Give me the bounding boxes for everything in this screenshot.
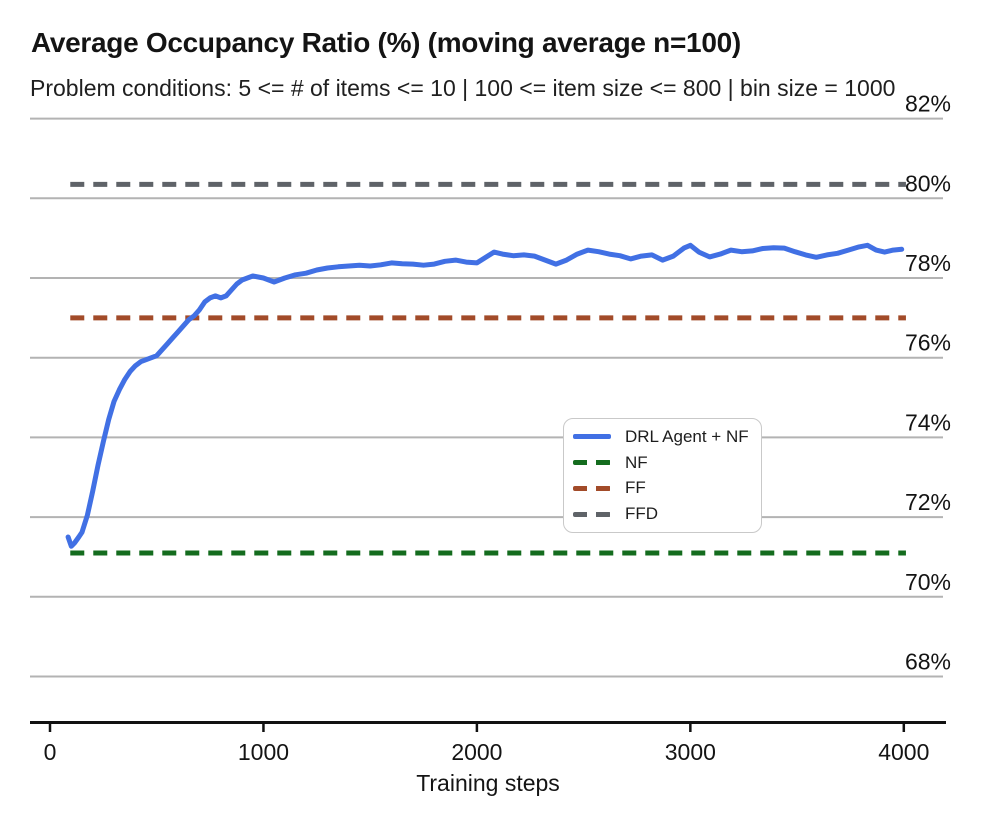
x-tick-label: 1000 — [238, 739, 289, 765]
y-tick-label: 80% — [905, 170, 951, 196]
chart-subtitle: Problem conditions: 5 <= # of items <= 1… — [30, 75, 896, 101]
legend-label: FF — [625, 478, 646, 498]
legend-line-sample-ff — [573, 485, 611, 491]
x-tick-label: 0 — [44, 739, 57, 765]
legend-label: NF — [625, 452, 648, 472]
y-tick-label: 74% — [905, 409, 951, 435]
y-tick-label: 76% — [905, 330, 951, 356]
legend-label: DRL Agent + NF — [625, 426, 749, 446]
y-tick-label: 82% — [905, 91, 951, 117]
legend-item-ffd: FFD — [564, 502, 761, 526]
legend-item-ff: FF — [564, 476, 761, 500]
chart-title: Average Occupancy Ratio (%) (moving aver… — [31, 27, 741, 58]
y-tick-label: 78% — [905, 250, 951, 276]
x-tick-label: 3000 — [665, 739, 716, 765]
y-tick-label: 68% — [905, 649, 951, 675]
legend-line-sample-drl — [573, 434, 611, 440]
legend-item-drl: DRL Agent + NF — [564, 425, 761, 449]
legend-label: FFD — [625, 504, 659, 524]
x-tick-label: 2000 — [451, 739, 502, 765]
x-tick-label: 4000 — [878, 739, 929, 765]
y-tick-label: 70% — [905, 569, 951, 595]
y-tick-label: 72% — [905, 489, 951, 515]
legend: DRL Agent + NF NF FF FFD — [563, 418, 762, 533]
legend-line-sample-nf — [573, 460, 611, 466]
x-axis-title: Training steps — [416, 770, 560, 796]
legend-item-nf: NF — [564, 451, 761, 475]
legend-line-sample-ffd — [573, 511, 611, 517]
series-line-drl-agent-nf — [65, 242, 905, 549]
